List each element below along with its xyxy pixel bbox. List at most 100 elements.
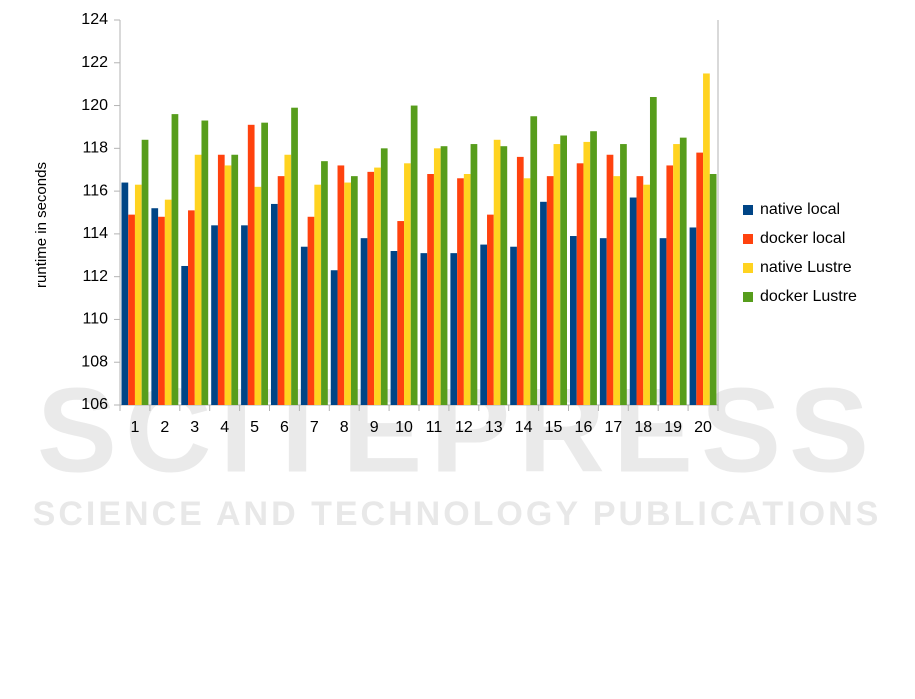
bar <box>277 176 285 405</box>
x-tick-label: 19 <box>664 419 682 436</box>
bar <box>629 197 637 405</box>
x-tick-label: 13 <box>485 419 503 436</box>
bar <box>433 148 441 406</box>
bar <box>307 216 315 405</box>
bar <box>337 165 345 405</box>
x-tick-label: 15 <box>545 419 563 436</box>
bar <box>516 156 524 405</box>
legend-label: docker Lustre <box>760 288 857 305</box>
x-tick-label: 6 <box>280 419 289 436</box>
watermark: SCIENCE AND TECHNOLOGY PUBLICATIONS <box>33 495 882 533</box>
bar <box>696 152 704 405</box>
bar <box>164 199 172 405</box>
bar <box>330 270 338 405</box>
bar <box>194 154 202 405</box>
y-tick-label: 118 <box>82 140 108 157</box>
bar <box>530 116 538 405</box>
bar <box>576 163 584 405</box>
bar <box>480 244 488 405</box>
bar <box>689 227 697 405</box>
x-tick-label: 17 <box>604 419 622 436</box>
legend-swatch <box>743 292 753 302</box>
y-tick-label: 124 <box>81 11 108 28</box>
bar <box>374 167 381 405</box>
bar <box>649 97 657 405</box>
bar <box>367 171 375 405</box>
bar <box>300 246 308 405</box>
x-tick-label: 9 <box>370 419 379 436</box>
bar <box>420 253 428 405</box>
bar <box>666 165 674 405</box>
bar <box>254 186 262 405</box>
x-tick-label: 1 <box>130 419 139 436</box>
bar <box>590 131 597 405</box>
bar <box>620 144 627 406</box>
y-tick-label: 122 <box>81 54 108 71</box>
y-tick-label: 120 <box>81 97 108 114</box>
bar <box>181 265 189 405</box>
x-tick-label: 2 <box>160 419 169 436</box>
legend-label: native Lustre <box>760 259 852 276</box>
bar <box>709 174 717 405</box>
bar <box>553 144 561 406</box>
legend-label: docker local <box>760 230 845 247</box>
bar <box>344 182 351 405</box>
bar <box>284 154 292 405</box>
bar <box>390 251 398 405</box>
bar <box>224 165 232 405</box>
legend-swatch <box>743 263 753 273</box>
bar <box>410 105 418 406</box>
x-tick-label: 7 <box>310 419 319 436</box>
bar <box>247 124 255 406</box>
x-tick-label: 5 <box>250 419 259 436</box>
bar <box>158 216 165 405</box>
bar <box>470 144 478 406</box>
bar <box>450 253 458 405</box>
bar <box>231 154 239 405</box>
bar <box>606 154 614 405</box>
bar <box>613 176 621 405</box>
x-tick-label: 18 <box>634 419 652 436</box>
bar <box>270 203 278 405</box>
legend-label: native local <box>760 201 840 218</box>
x-tick-label: 8 <box>340 419 349 436</box>
x-tick-label: 20 <box>694 419 712 436</box>
bar <box>440 146 448 405</box>
bar <box>141 139 149 405</box>
bar <box>128 214 135 405</box>
bar <box>599 238 607 405</box>
bar <box>397 221 405 405</box>
y-axis-label: runtime in seconds <box>33 162 50 288</box>
bar <box>546 176 554 405</box>
bar <box>703 73 710 405</box>
bar <box>201 120 209 406</box>
bar <box>241 225 248 405</box>
y-tick-label: 112 <box>82 268 108 285</box>
y-tick-label: 114 <box>82 225 108 242</box>
bar <box>217 154 225 405</box>
bar <box>134 184 142 405</box>
bar <box>427 174 434 405</box>
bar <box>314 184 322 405</box>
y-tick-label: 108 <box>81 353 108 370</box>
bar <box>121 182 129 405</box>
bar <box>493 139 501 405</box>
bar <box>560 135 568 405</box>
bar <box>643 184 650 405</box>
bar <box>404 163 411 405</box>
y-tick-label: 110 <box>82 311 108 328</box>
bar <box>261 122 269 406</box>
bar <box>291 107 298 405</box>
bar <box>211 225 218 405</box>
bar <box>457 178 464 405</box>
bar <box>569 236 577 405</box>
y-tick-label: 116 <box>82 182 108 199</box>
bar <box>151 208 159 405</box>
bar <box>583 141 591 405</box>
bar <box>659 238 667 405</box>
x-tick-label: 12 <box>455 419 473 436</box>
bar <box>380 148 388 406</box>
bar <box>636 176 644 405</box>
bar <box>679 137 687 405</box>
bar <box>523 178 531 405</box>
